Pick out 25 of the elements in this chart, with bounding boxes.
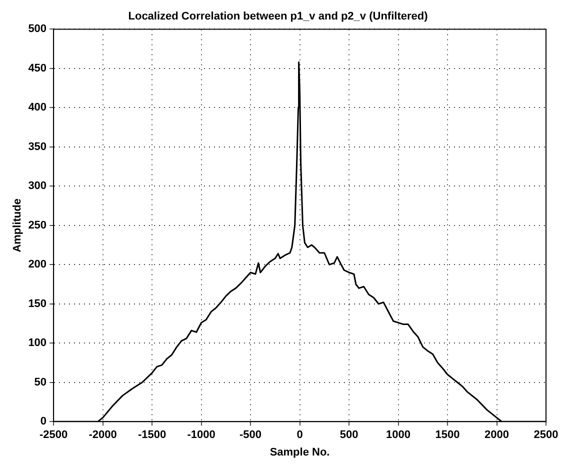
x-tick-label: 2000 <box>484 429 509 442</box>
y-tick-label: 300 <box>28 180 47 192</box>
y-tick-label: 500 <box>28 23 47 36</box>
x-tick-label: 1500 <box>435 429 460 442</box>
y-axis-title: Amplitude <box>12 198 24 252</box>
y-tick-label: 400 <box>28 102 47 114</box>
x-tick-label: 2500 <box>534 429 558 442</box>
x-tick-label: -1500 <box>138 429 166 442</box>
x-tick-label: -500 <box>240 429 262 442</box>
y-tick-label: 50 <box>34 376 47 388</box>
y-tick-label: 450 <box>28 62 47 74</box>
y-tick-label: 150 <box>28 298 47 310</box>
y-tick-label: 250 <box>28 219 47 232</box>
chart-title: Localized Correlation between p1_v and p2_v (Unfiltered) <box>128 10 428 23</box>
y-tick-label: 350 <box>28 140 47 153</box>
x-tick-label: -2000 <box>88 429 117 442</box>
x-axis-title: Sample No. <box>270 446 330 458</box>
x-tick-label: 0 <box>296 429 303 442</box>
y-tick-label: 100 <box>28 337 47 350</box>
x-tick-label: 500 <box>340 429 358 442</box>
x-tick-label: 1000 <box>386 429 411 442</box>
y-tick-label: 0 <box>40 416 47 428</box>
x-tick-label: -2500 <box>39 429 68 442</box>
y-tick-label: 200 <box>28 258 47 271</box>
x-tick-label: -1000 <box>187 429 216 442</box>
